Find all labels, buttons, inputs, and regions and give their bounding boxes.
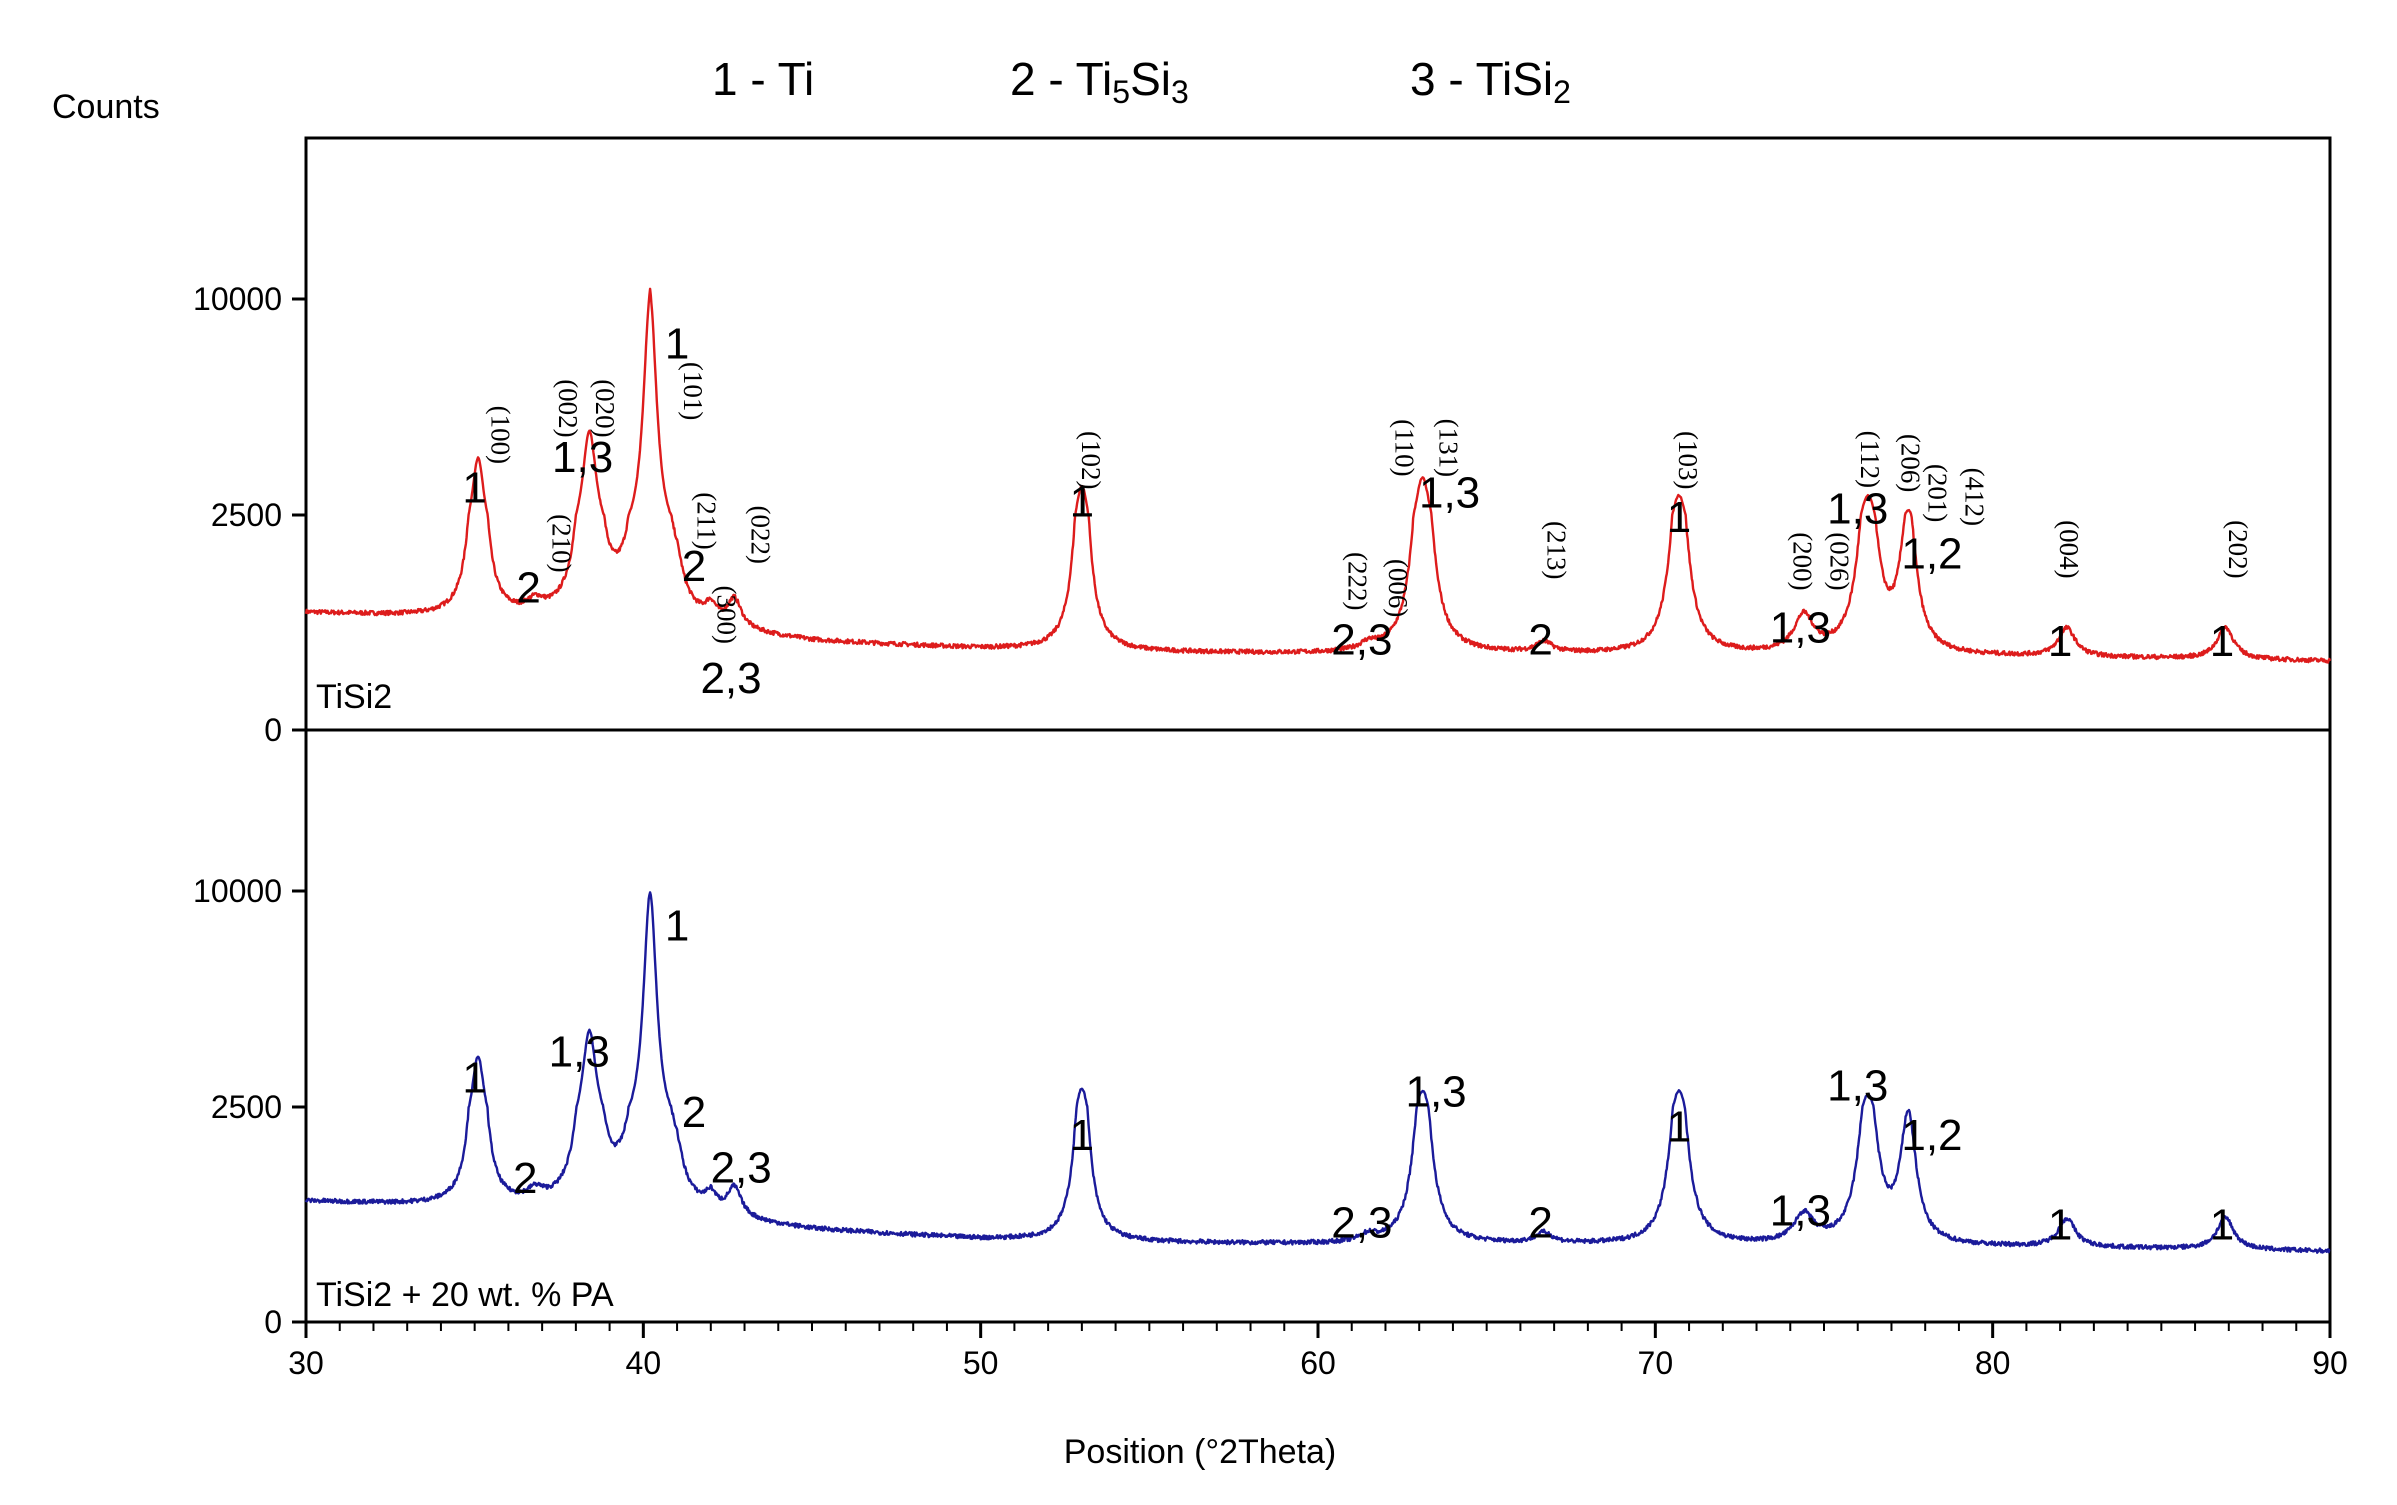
miller-index-label: (002) xyxy=(553,379,583,437)
x-tick-label: 80 xyxy=(1975,1345,2011,1381)
phase-label: 1,3 xyxy=(1827,1061,1888,1110)
top-panel: 0 2500 10000 1 2 1,3 1 2 2,3 1 2,3 1,3 2 1 1,3 1,3 1,2 1 1… xyxy=(193,281,2332,748)
legend-phase-2: 2 - Ti5Si3 xyxy=(1010,53,1189,110)
phase-label: 1 xyxy=(1070,478,1094,527)
phase-label: 1,2 xyxy=(1901,1111,1962,1160)
x-tick-label: 70 xyxy=(1638,1345,1674,1381)
x-tick-label: 60 xyxy=(1300,1345,1336,1381)
phase-label: 1,3 xyxy=(549,1028,610,1077)
miller-index-label: (103) xyxy=(1673,431,1703,489)
phase-label: 1,3 xyxy=(1827,485,1888,534)
legend-phase-1: 1 - Ti xyxy=(712,53,814,105)
miller-index-label: (022) xyxy=(745,506,775,564)
phase-label: 1 xyxy=(462,464,486,513)
phase-label: 2,3 xyxy=(711,1144,772,1193)
phase-label: 2 xyxy=(1528,1199,1552,1248)
phase-label: 1 xyxy=(1070,1111,1094,1160)
x-tick-label: 40 xyxy=(626,1345,662,1381)
phase-label: 1,3 xyxy=(1419,469,1480,518)
phase-label: 2 xyxy=(513,1154,537,1203)
y-tick-label: 2500 xyxy=(211,497,282,533)
phase-label: 2 xyxy=(682,1088,706,1137)
x-tick-label: 50 xyxy=(963,1345,999,1381)
x-axis-label: Position (°2Theta) xyxy=(1064,1433,1337,1471)
phase-legend: 1 - Ti 2 - Ti5Si3 3 - TiSi2 xyxy=(712,53,1571,110)
miller-index-label: (202) xyxy=(2223,520,2253,578)
miller-index-label: (210) xyxy=(546,514,576,572)
phase-label: 1 xyxy=(2048,1200,2072,1249)
phase-label: 2,3 xyxy=(1331,615,1392,664)
miller-index-label: (412) xyxy=(1960,468,1990,526)
miller-index-label: (101) xyxy=(678,362,708,420)
phase-label: 2 xyxy=(516,564,540,613)
miller-index-label: (211) xyxy=(691,492,721,549)
miller-index-label: (100) xyxy=(486,406,516,464)
top-sample-label: TiSi2 xyxy=(316,678,392,716)
phase-label: 2 xyxy=(1528,615,1552,664)
phase-label: 1,3 xyxy=(1405,1068,1466,1117)
miller-index-label: (102) xyxy=(1076,431,1106,489)
phase-label: 1 xyxy=(1667,1102,1691,1151)
y-tick-label: 0 xyxy=(264,1304,282,1340)
phase-label: 1,3 xyxy=(1770,603,1831,652)
miller-index-label: (026) xyxy=(1825,532,1855,590)
phase-label: 1 xyxy=(2210,1200,2234,1249)
phase-label: 1,2 xyxy=(1901,529,1962,578)
y-axis-label: Counts xyxy=(52,88,160,126)
phase-label: 1 xyxy=(2048,617,2072,666)
phase-label: 1 xyxy=(665,320,689,369)
x-tick-label: 30 xyxy=(288,1345,324,1381)
y-tick-label: 10000 xyxy=(193,281,282,317)
phase-label: 1 xyxy=(2210,617,2234,666)
legend-phase-3: 3 - TiSi2 xyxy=(1410,53,1571,110)
diffraction-pattern-line xyxy=(304,891,2331,1254)
phase-label: 1 xyxy=(1667,493,1691,542)
miller-index-label: (110) xyxy=(1390,419,1420,476)
phase-label: 2 xyxy=(682,542,706,591)
y-tick-label: 2500 xyxy=(211,1089,282,1125)
bottom-sample-label: TiSi2 + 20 wt. % PA xyxy=(316,1276,614,1314)
phase-label: 1,3 xyxy=(1770,1187,1831,1236)
diffraction-pattern-line xyxy=(304,287,2332,664)
miller-index-label: (112) xyxy=(1855,431,1885,488)
miller-index-label: (222) xyxy=(1342,552,1372,610)
x-tick-label: 90 xyxy=(2312,1345,2348,1381)
miller-index-label: (206) xyxy=(1896,434,1926,492)
phase-label: 2,3 xyxy=(1331,1199,1392,1248)
miller-index-label: (200) xyxy=(1788,532,1818,590)
phase-label: 1 xyxy=(462,1054,486,1103)
bottom-panel-frame xyxy=(304,728,2332,1324)
y-tick-label: 10000 xyxy=(193,873,282,909)
x-axis: 30 40 50 60 70 80 90 xyxy=(288,1322,2348,1381)
miller-index-label: (131) xyxy=(1433,419,1463,477)
phase-label: 2,3 xyxy=(700,654,761,703)
phase-label: 1,3 xyxy=(552,433,613,482)
miller-index-label: (201) xyxy=(1923,464,1953,522)
y-tick-label: 0 xyxy=(264,712,282,748)
phase-label: 1 xyxy=(665,902,689,951)
miller-index-label: (020) xyxy=(590,379,620,437)
miller-index-label: (300) xyxy=(712,586,742,644)
miller-index-label: (213) xyxy=(1541,521,1571,579)
miller-index-label: (006) xyxy=(1383,559,1413,617)
miller-index-label: (004) xyxy=(2054,520,2084,578)
